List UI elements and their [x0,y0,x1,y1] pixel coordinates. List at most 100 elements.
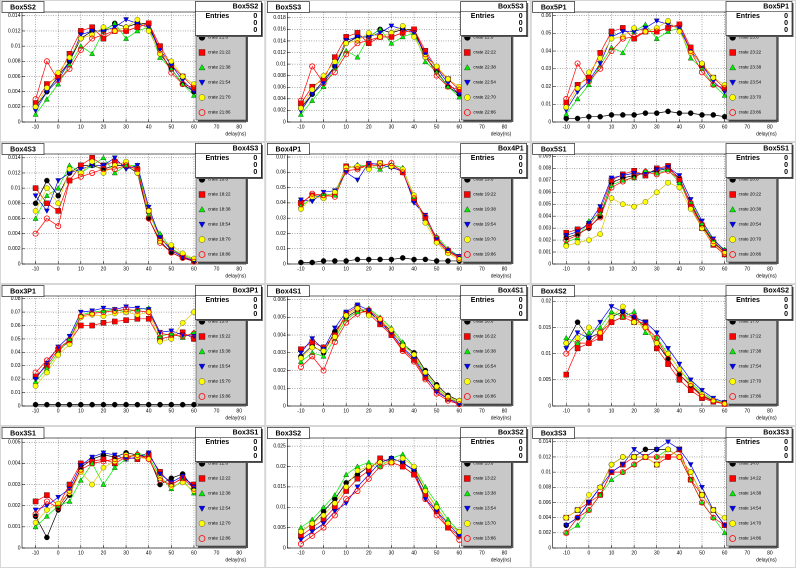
stats-value: 0 [519,27,523,34]
marker [32,193,39,199]
marker [100,154,107,161]
marker [597,491,604,498]
y-tick-label: 0.01 [11,43,21,49]
marker [198,236,206,243]
marker [198,64,206,71]
marker [66,487,73,494]
legend-label: crate 15:6 [208,319,229,324]
marker [66,498,73,504]
marker [44,200,50,207]
marker [168,242,175,248]
marker [297,363,304,370]
marker [55,192,61,199]
marker [710,398,717,405]
marker [388,456,395,462]
marker [464,505,471,512]
marker [198,109,206,116]
marker [354,34,361,40]
x-tick-label: 70 [214,550,220,556]
x-tick-label: 10 [78,550,84,556]
marker [365,307,372,314]
marker [631,35,637,42]
y-tick-label: 0.06 [541,13,551,19]
legend-label: crate 21:6 [208,35,229,40]
legend-label: crate 14:54 [739,506,762,511]
x-tick-label: 50 [434,266,440,272]
marker [298,358,304,364]
marker [411,195,418,202]
y-tick-label: 0.02 [11,376,21,382]
x-tick-label: -10 [297,124,304,130]
stats-box [725,1,793,36]
marker [608,469,615,476]
marker [77,46,84,53]
y-tick-label: 0.004 [273,96,286,102]
marker [399,463,406,470]
marker [464,49,471,56]
x-tick-label: 40 [677,124,683,130]
marker [574,340,581,346]
title-box [1,285,45,297]
marker [179,81,186,87]
marker [721,514,728,521]
x-tick-label: 80 [236,408,242,414]
marker [563,334,570,341]
marker [433,258,440,264]
marker [563,243,569,249]
marker [411,358,418,365]
marker [145,450,152,456]
y-tick-label: 0.02 [541,299,551,305]
marker [89,310,96,317]
marker [676,21,683,28]
marker [729,64,736,71]
y-tick-label: 0.014 [8,13,21,19]
y-tick-label: 0.012 [539,454,552,460]
marker [377,463,384,470]
marker [66,337,73,344]
marker [445,520,451,527]
marker [191,484,197,490]
marker [631,314,637,320]
x-tick-label: -10 [563,124,570,130]
marker [331,193,338,200]
marker [464,94,471,101]
x-tick-label: 10 [609,550,615,556]
marker [721,113,728,120]
marker [168,336,175,342]
x-tick-label: 60 [191,550,197,556]
marker [198,520,206,527]
marker [653,330,660,336]
marker [608,35,615,42]
stats-title: Box3S2 [498,429,524,436]
marker [298,528,304,535]
marker [332,189,338,195]
marker [597,55,603,61]
x-axis-label: delay(ns) [756,273,777,279]
marker [331,492,338,498]
title-box [532,1,575,13]
marker [111,307,118,314]
marker [687,387,694,394]
marker [388,163,395,169]
stats-value: 0 [519,304,523,311]
marker [574,232,581,239]
marker [179,473,186,479]
marker [377,163,384,170]
marker [343,309,350,315]
marker [66,490,73,496]
y-tick-label: 0.003 [8,482,21,488]
stats-box [460,427,527,462]
y-tick-label: 0 [548,545,551,551]
x-axis-label: delay(ns) [225,273,246,279]
x-tick-label: 70 [744,124,750,130]
marker [445,76,451,82]
marker [198,191,206,198]
marker [619,309,626,315]
marker [444,397,451,404]
title-box [267,285,310,297]
marker [145,208,152,214]
marker [388,256,395,263]
marker [710,238,717,245]
stats-label: Entries [205,297,229,304]
y-tick-label: 0.06 [276,170,286,176]
